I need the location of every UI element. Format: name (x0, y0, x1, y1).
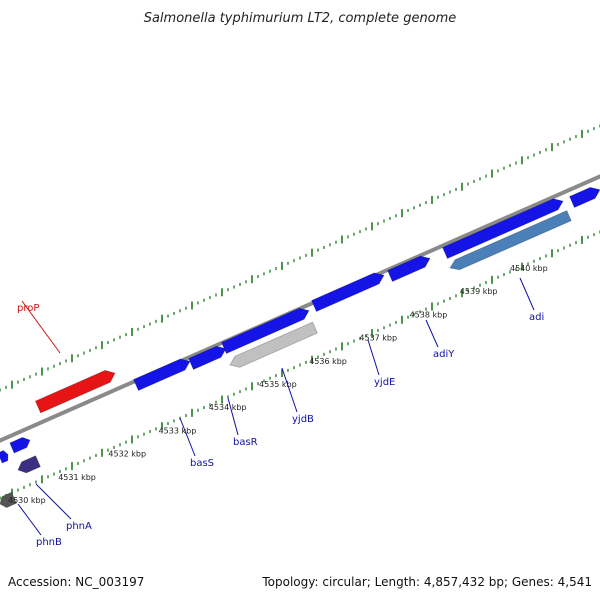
gene-label-phnB: phnB (36, 537, 62, 548)
gene-arrow (0, 450, 9, 464)
gene-arrow-adi (449, 210, 572, 271)
genome-summary-text: Topology: circular; Length: 4,857,432 bp… (261, 575, 592, 589)
outer-tick-track (0, 124, 600, 392)
gene-label-adi: adi (529, 312, 544, 323)
ruler-tick-label: 4535 kbp (259, 380, 297, 389)
ruler-tick-label: 4538 kbp (410, 310, 448, 319)
ruler-tick-label: 4533 kbp (159, 426, 197, 435)
gene-arrow-adiY (387, 255, 431, 283)
gene-leader-line (17, 503, 42, 536)
gene-arrow-phnA (17, 455, 41, 474)
gene-arrow-proP (34, 369, 116, 414)
ruler-tick-label: 4540 kbp (510, 264, 548, 273)
gene-leader-line (367, 339, 380, 376)
ruler-tick-label: 4531 kbp (58, 473, 96, 482)
gene-arrow-phnB (0, 491, 17, 509)
gene-arrow (442, 198, 564, 260)
gene-arrow-basS (133, 358, 191, 392)
ruler-tick-label: 4534 kbp (209, 403, 247, 412)
gene-label-basS: basS (190, 458, 214, 469)
gene-arrow (569, 186, 600, 209)
gene-arrow-yjdB (229, 321, 318, 368)
gene-arrow-basR (188, 345, 227, 371)
gene-leader-line (21, 300, 61, 354)
ruler-tick-labels: 4530 kbp 4531 kbp 4532 kbp 4533 kbp 4534 kbp… (8, 264, 548, 505)
ruler-tick-label: 4530 kbp (8, 496, 46, 505)
gene-leader-line (179, 417, 196, 457)
gene-leader-line (227, 397, 239, 436)
ruler-tick-label: 4539 kbp (460, 287, 498, 296)
accession-text: Accession: NC_003197 (8, 575, 144, 589)
gene-leader-line (425, 319, 439, 348)
gene-arrow-yjdE (311, 272, 385, 313)
gene-label-adiY: adiY (433, 349, 455, 360)
gene-label-phnA: phnA (66, 521, 92, 532)
gene-leader-line (281, 367, 298, 413)
ruler-tick-label: 4537 kbp (359, 334, 397, 343)
gene-labels: proP phnA phnB basS basR yjdB yjdE adiY adi (17, 277, 544, 548)
gene-features (0, 186, 600, 509)
gene-label-yjdE: yjdE (374, 377, 395, 388)
gene-label-basR: basR (233, 437, 258, 448)
gene-label-yjdB: yjdB (292, 414, 314, 425)
gene-leader-line (35, 483, 72, 520)
ruler-tick-label: 4532 kbp (108, 450, 146, 459)
map-title: Salmonella typhimurium LT2, complete gen… (144, 11, 457, 26)
inner-tick-track (0, 230, 600, 500)
gene-arrow (9, 436, 31, 454)
gene-label-proP: proP (17, 303, 39, 314)
gene-leader-line (519, 277, 535, 311)
gene-arrow (221, 307, 310, 355)
ruler-tick-label: 4536 kbp (309, 357, 347, 366)
